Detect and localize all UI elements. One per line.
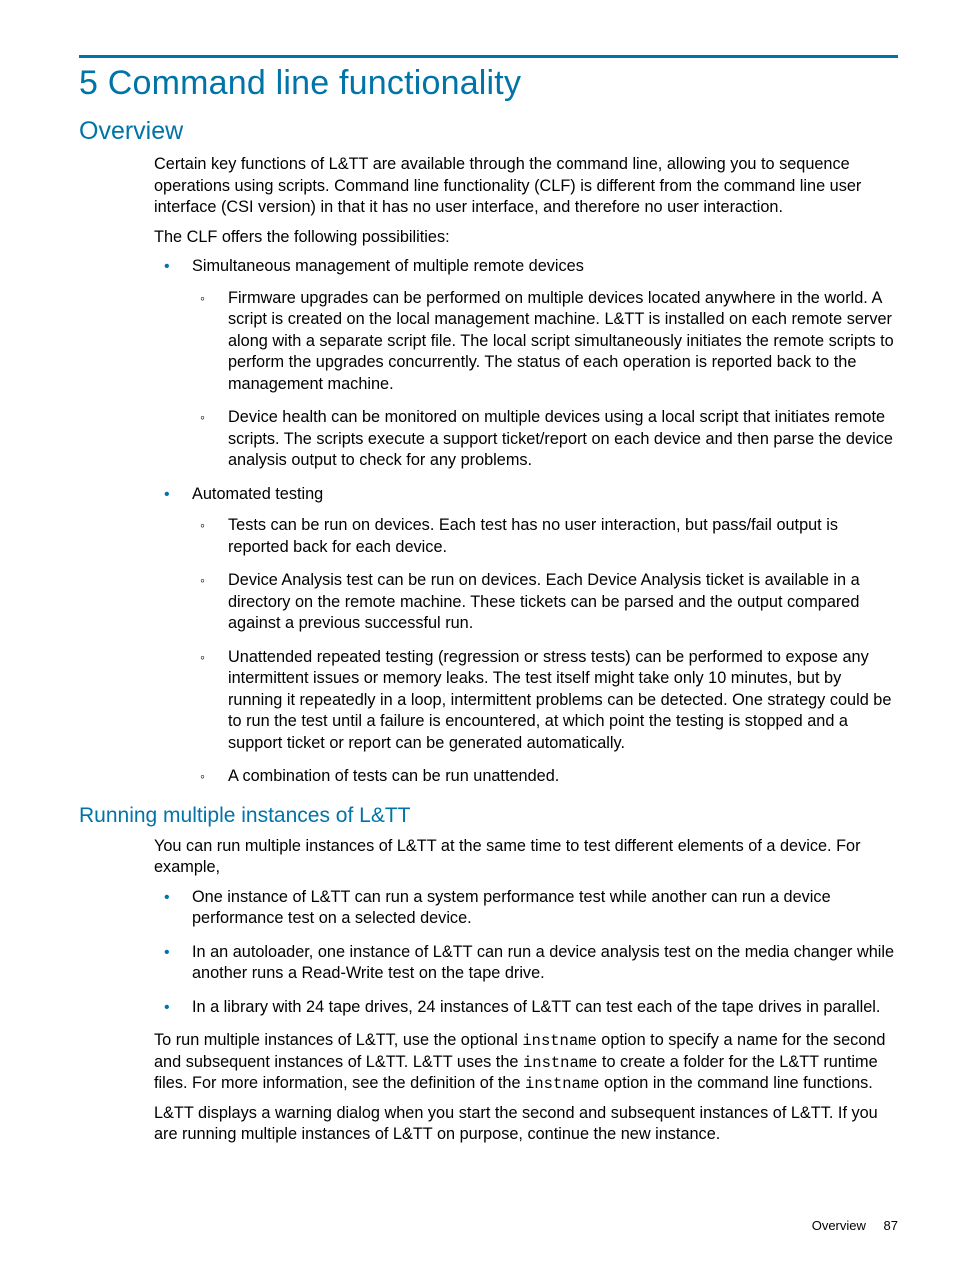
overview-p2: The CLF offers the following possibiliti…	[154, 227, 898, 249]
list-item: In an autoloader, one instance of L&TT c…	[154, 942, 898, 985]
chapter-title: 5 Command line functionality	[79, 64, 898, 103]
overview-body: Certain key functions of L&TT are availa…	[154, 154, 898, 788]
code-instname: instname	[523, 1054, 597, 1072]
list-item: Simultaneous management of multiple remo…	[154, 256, 898, 472]
footer-page-number: 87	[884, 1218, 898, 1233]
list-item: Device health can be monitored on multip…	[192, 407, 898, 472]
top-rule	[79, 55, 898, 58]
list-item: Unattended repeated testing (regression …	[192, 647, 898, 755]
running-heading: Running multiple instances of L&TT	[79, 804, 898, 828]
page-footer: Overview 87	[812, 1218, 898, 1233]
page: 5 Command line functionality Overview Ce…	[0, 0, 954, 1271]
text-segment: To run multiple instances of L&TT, use t…	[154, 1031, 522, 1049]
overview-list: Simultaneous management of multiple remo…	[154, 256, 898, 788]
list-item: In a library with 24 tape drives, 24 ins…	[154, 997, 898, 1019]
list-item-text: Simultaneous management of multiple remo…	[192, 257, 584, 275]
running-p3: L&TT displays a warning dialog when you …	[154, 1103, 898, 1146]
list-item: Device Analysis test can be run on devic…	[192, 570, 898, 635]
list-item: One instance of L&TT can run a system pe…	[154, 887, 898, 930]
text-segment: option in the command line functions.	[599, 1074, 872, 1092]
overview-p1: Certain key functions of L&TT are availa…	[154, 154, 898, 219]
running-body: You can run multiple instances of L&TT a…	[154, 836, 898, 1146]
footer-label: Overview	[812, 1218, 866, 1233]
code-instname: instname	[522, 1032, 596, 1050]
code-instname: instname	[525, 1075, 599, 1093]
sublist: Tests can be run on devices. Each test h…	[192, 515, 898, 788]
running-list: One instance of L&TT can run a system pe…	[154, 887, 898, 1019]
running-p2: To run multiple instances of L&TT, use t…	[154, 1030, 898, 1095]
list-item: Tests can be run on devices. Each test h…	[192, 515, 898, 558]
sublist: Firmware upgrades can be performed on mu…	[192, 288, 898, 472]
running-intro: You can run multiple instances of L&TT a…	[154, 836, 898, 879]
overview-heading: Overview	[79, 117, 898, 146]
list-item: Automated testing Tests can be run on de…	[154, 484, 898, 788]
list-item: Firmware upgrades can be performed on mu…	[192, 288, 898, 396]
list-item: A combination of tests can be run unatte…	[192, 766, 898, 788]
list-item-text: Automated testing	[192, 485, 323, 503]
